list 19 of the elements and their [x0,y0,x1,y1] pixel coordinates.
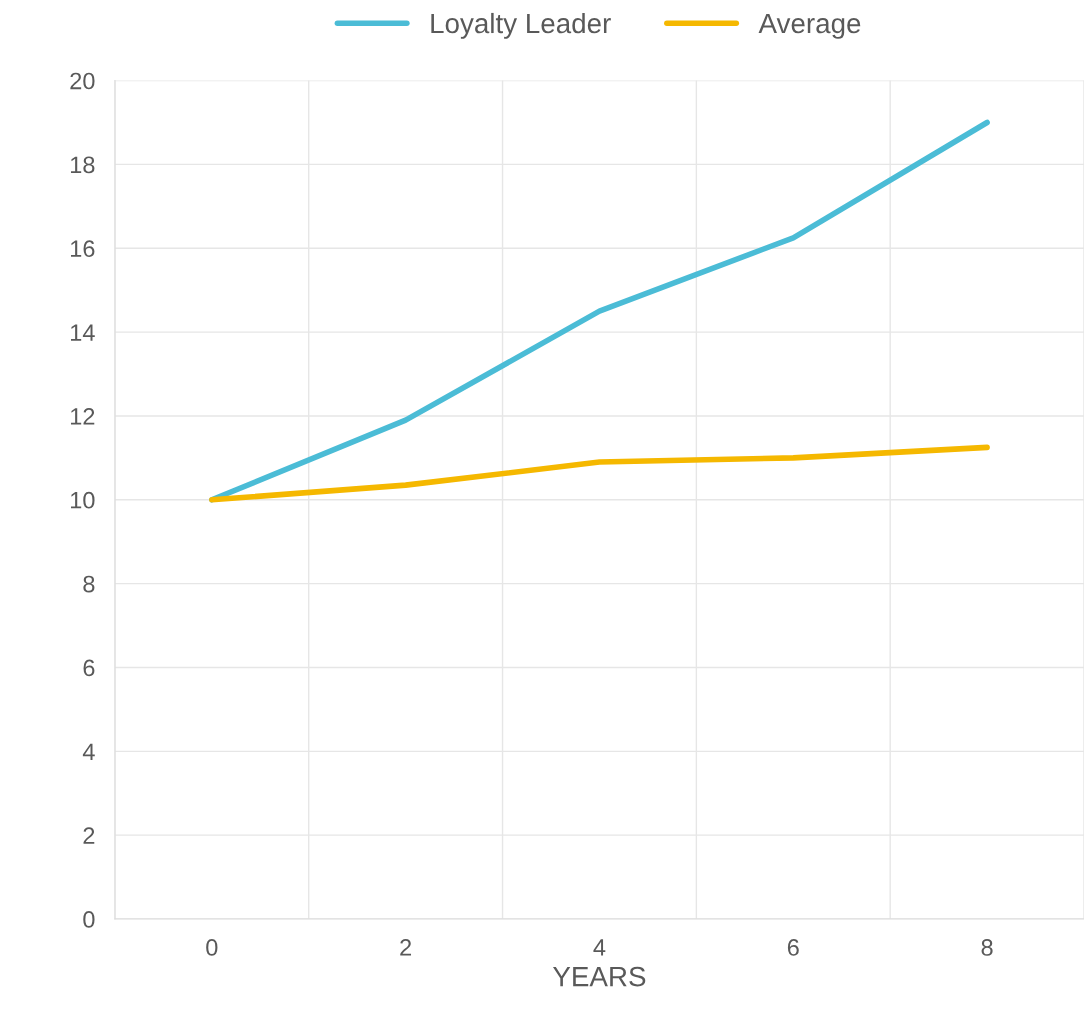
x-axis-title: YEARS [552,966,646,987]
y-tick-label: 20 [70,72,95,90]
x-tick-label: 2 [400,939,412,956]
x-tick-label: 6 [787,939,799,956]
y-tick-label: 4 [82,743,95,760]
y-tick-label: 2 [83,827,95,844]
x-tick-label: 8 [981,939,993,956]
y-tick-label: 6 [83,659,95,677]
y-tick-label: 12 [71,408,95,425]
y-tick-label: 16 [71,240,95,258]
x-tick-label: 0 [206,939,218,956]
x-tick-label: 4 [593,939,606,956]
legend-label: Loyalty Leader [431,12,611,39]
y-tick-label: 10 [71,491,95,509]
y-tick-label: 18 [71,156,95,174]
y-tick-label: 14 [71,324,95,341]
y-tick-label: 8 [83,575,95,593]
y-tick-label: 0 [83,911,95,928]
legend-label: Average [758,13,861,39]
